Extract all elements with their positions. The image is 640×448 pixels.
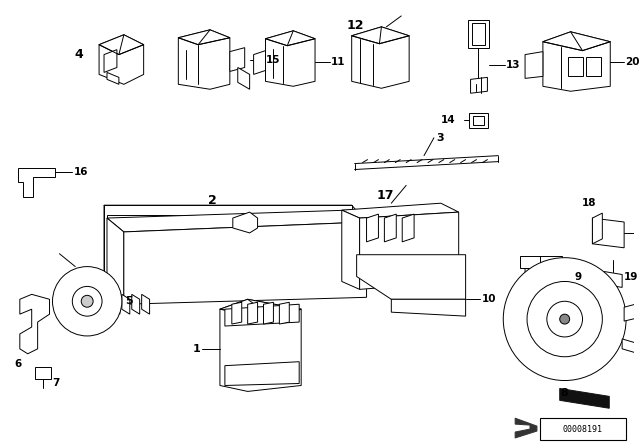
Text: 3: 3 <box>436 133 444 143</box>
Polygon shape <box>225 362 299 385</box>
Polygon shape <box>35 366 51 379</box>
Circle shape <box>52 267 122 336</box>
Polygon shape <box>104 205 352 288</box>
Polygon shape <box>230 47 244 71</box>
Polygon shape <box>470 78 488 93</box>
Polygon shape <box>179 30 230 89</box>
Polygon shape <box>107 218 124 304</box>
Polygon shape <box>604 271 622 288</box>
Polygon shape <box>568 56 582 77</box>
Text: 16: 16 <box>74 168 89 177</box>
Text: 6: 6 <box>14 359 22 369</box>
Polygon shape <box>99 35 143 84</box>
Text: 12: 12 <box>347 19 364 32</box>
Polygon shape <box>107 215 352 294</box>
Polygon shape <box>220 299 301 392</box>
Polygon shape <box>624 299 640 321</box>
Polygon shape <box>266 31 315 46</box>
Polygon shape <box>104 205 367 222</box>
Polygon shape <box>560 388 609 408</box>
Polygon shape <box>402 214 414 242</box>
Polygon shape <box>179 30 230 45</box>
Text: 18: 18 <box>582 198 596 208</box>
Polygon shape <box>104 50 117 73</box>
Polygon shape <box>225 304 299 326</box>
Polygon shape <box>586 56 602 77</box>
Text: 13: 13 <box>506 60 521 69</box>
Polygon shape <box>525 52 543 78</box>
Circle shape <box>560 314 570 324</box>
Polygon shape <box>280 302 289 324</box>
Polygon shape <box>360 212 459 289</box>
Text: 2: 2 <box>208 194 217 207</box>
Polygon shape <box>107 210 367 232</box>
Polygon shape <box>515 418 537 438</box>
Polygon shape <box>232 302 242 324</box>
Polygon shape <box>122 294 130 314</box>
Text: 20: 20 <box>625 56 639 67</box>
Polygon shape <box>367 214 378 242</box>
Polygon shape <box>141 294 150 314</box>
Polygon shape <box>238 68 250 89</box>
Polygon shape <box>468 113 488 128</box>
Text: 9: 9 <box>575 272 582 283</box>
Polygon shape <box>520 256 562 267</box>
Text: 14: 14 <box>441 115 456 125</box>
Polygon shape <box>266 31 315 86</box>
Circle shape <box>72 286 102 316</box>
Text: 11: 11 <box>331 56 346 67</box>
Polygon shape <box>356 255 466 299</box>
Text: 10: 10 <box>481 294 496 304</box>
Polygon shape <box>124 222 367 304</box>
Polygon shape <box>622 339 639 354</box>
Polygon shape <box>543 32 611 51</box>
Polygon shape <box>132 294 140 314</box>
Polygon shape <box>543 32 611 91</box>
Polygon shape <box>385 214 396 242</box>
Polygon shape <box>593 218 624 248</box>
Polygon shape <box>248 302 257 324</box>
Polygon shape <box>253 51 266 74</box>
Text: 17: 17 <box>376 189 394 202</box>
Text: 5: 5 <box>125 296 132 306</box>
Polygon shape <box>99 35 143 55</box>
Polygon shape <box>220 299 301 318</box>
Text: 1: 1 <box>193 344 200 354</box>
Polygon shape <box>391 299 466 316</box>
Circle shape <box>81 295 93 307</box>
Text: 19: 19 <box>624 272 639 283</box>
Polygon shape <box>264 302 273 324</box>
Polygon shape <box>342 203 459 218</box>
Text: 00008191: 00008191 <box>563 425 602 434</box>
Text: 4: 4 <box>74 48 83 61</box>
Text: 7: 7 <box>52 379 60 388</box>
Polygon shape <box>472 116 484 125</box>
Polygon shape <box>18 168 56 197</box>
Polygon shape <box>20 294 49 354</box>
Polygon shape <box>468 20 490 47</box>
Polygon shape <box>342 210 360 289</box>
Polygon shape <box>472 23 485 45</box>
Circle shape <box>503 258 626 380</box>
Polygon shape <box>107 73 119 84</box>
Polygon shape <box>540 418 626 440</box>
Polygon shape <box>525 267 555 322</box>
Polygon shape <box>104 205 119 304</box>
Circle shape <box>527 281 602 357</box>
Text: 8: 8 <box>561 388 568 398</box>
Polygon shape <box>593 213 602 244</box>
Polygon shape <box>352 27 409 88</box>
Polygon shape <box>352 27 409 44</box>
Text: 15: 15 <box>266 55 280 65</box>
Circle shape <box>547 301 582 337</box>
Polygon shape <box>233 212 257 233</box>
Polygon shape <box>112 294 120 314</box>
